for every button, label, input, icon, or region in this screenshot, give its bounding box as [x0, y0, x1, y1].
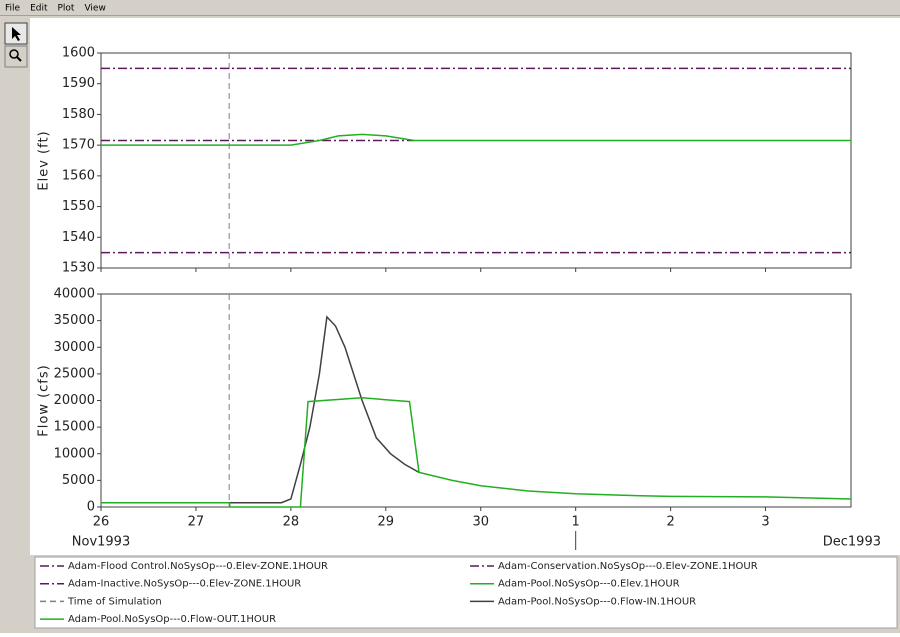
- y-tick-label: 1550: [62, 199, 95, 214]
- y-tick-label: 5000: [62, 473, 95, 488]
- legend-label: Adam-Pool.NoSysOp---0.Elev.1HOUR: [498, 579, 680, 590]
- menu-item[interactable]: View: [84, 4, 105, 14]
- y-tick-label: 20000: [54, 393, 95, 408]
- plot-frame: [100, 52, 852, 269]
- menu-separator: [0, 15, 900, 16]
- y-tick-label: 25000: [54, 366, 95, 381]
- legend-label: Adam-Pool.NoSysOp---0.Flow-IN.1HOUR: [498, 596, 696, 607]
- menu-item[interactable]: Plot: [58, 4, 75, 14]
- series-line: [101, 133, 851, 146]
- x-tick-label: 29: [378, 515, 395, 530]
- y-tick-label: 1590: [62, 76, 95, 91]
- y-tick-label: 30000: [54, 340, 95, 355]
- y-tick-label: 40000: [54, 287, 95, 302]
- y-tick-label: 1580: [62, 107, 95, 122]
- x-tick-label: 28: [283, 515, 300, 530]
- series-line: [101, 397, 852, 508]
- zoom-icon: [9, 49, 19, 59]
- plot-panel: [30, 18, 900, 555]
- y-tick-label: 0: [87, 500, 95, 515]
- pointer-icon: [12, 27, 21, 41]
- zoom-button[interactable]: [4, 45, 28, 68]
- y-tick-label: 10000: [54, 446, 95, 461]
- y-tick-label: 35000: [54, 313, 95, 328]
- x-tick-label: 2: [666, 515, 674, 530]
- y-tick-label: 15000: [54, 420, 95, 435]
- x-tick-label: 1: [572, 515, 580, 530]
- x-tick-label: 26: [93, 515, 110, 530]
- y-tick-label: 1530: [62, 261, 95, 276]
- menu-item[interactable]: File: [5, 4, 21, 14]
- x-period-label: Dec1993: [823, 535, 881, 550]
- x-tick-label: 30: [472, 515, 489, 530]
- legend-label: Adam-Conservation.NoSysOp---0.Elev-ZONE.…: [498, 561, 758, 572]
- x-tick-label: 3: [761, 515, 769, 530]
- y-tick-label: 1540: [62, 230, 95, 245]
- legend-label: Adam-Inactive.NoSysOp---0.Elev-ZONE.1HOU…: [68, 579, 301, 590]
- y-tick-label: 1570: [62, 138, 95, 153]
- legend-label: Time of Simulation: [67, 596, 162, 607]
- y-tick-label: 1600: [62, 46, 95, 61]
- series-line: [101, 315, 420, 504]
- zoom-icon-handle: [16, 56, 22, 62]
- x-period-label: Nov1993: [72, 535, 130, 550]
- legend-label: Adam-Flood Control.NoSysOp---0.Elev-ZONE…: [68, 561, 328, 572]
- x-tick-label: 27: [188, 515, 205, 530]
- y-tick-label: 1560: [62, 168, 95, 183]
- legend-label: Adam-Pool.NoSysOp---0.Flow-OUT.1HOUR: [68, 614, 276, 625]
- menu-item[interactable]: Edit: [30, 4, 48, 14]
- y-axis-label: Elev (ft): [37, 130, 52, 190]
- y-axis-label: Flow (cfs): [37, 364, 52, 436]
- legend-box: [34, 556, 898, 629]
